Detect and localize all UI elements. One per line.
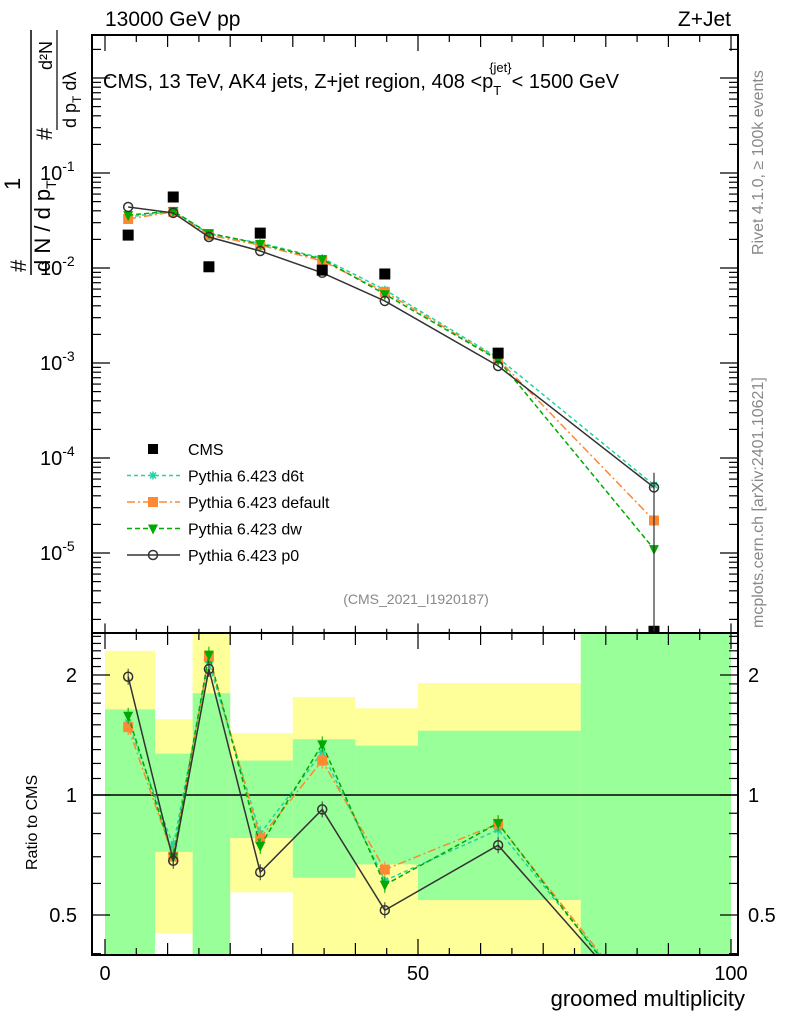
header-left: 13000 GeV pp: [105, 8, 240, 31]
green-band: [230, 760, 293, 839]
y-label-den: d N / d pT: [30, 180, 59, 272]
green-band: [580, 633, 731, 955]
ratio-point: [650, 1018, 658, 1024]
y-label-one: 1: [0, 178, 25, 190]
green-band: [155, 753, 193, 852]
ratio-point: [317, 755, 328, 766]
main-plot-marks: [122, 191, 660, 633]
ratio-y-tick-label-right: 1: [748, 785, 759, 807]
ratio-y-tick-label-right: 2: [748, 665, 759, 687]
ratio-point: [255, 841, 266, 852]
data-point: [167, 191, 179, 203]
data-point: [379, 290, 390, 301]
watermark: (CMS_2021_I1920187): [343, 591, 489, 607]
ratio-point: [169, 841, 178, 850]
data-point: [167, 207, 179, 219]
ratio-point: [379, 864, 390, 875]
data-point: [316, 264, 328, 276]
ratio-point: [649, 1017, 659, 1024]
data-point: [255, 239, 266, 250]
y-tick-label: 10-3: [40, 348, 75, 375]
ratio-point: [203, 650, 214, 661]
x-tick-label: 100: [714, 963, 747, 985]
plot-title: CMS, 13 TeV, AK4 jets, Z+jet region, 408…: [103, 60, 620, 98]
y-tick-label: 10-2: [40, 253, 75, 280]
ratio-point: [123, 722, 134, 733]
data-point: [379, 295, 391, 307]
legend-marker: [148, 524, 158, 535]
series-line-3: [128, 210, 655, 550]
data-point: [122, 229, 134, 241]
data-point: [203, 261, 215, 273]
legend-label: Pythia 6.423 p0: [188, 548, 299, 565]
data-point: [317, 255, 328, 266]
series-line-2: [128, 211, 655, 521]
data-point: [379, 268, 391, 280]
data-point: [123, 211, 134, 222]
y-tick-label: 10-4: [40, 443, 75, 470]
data-point: [492, 360, 504, 372]
legend: CMS Pythia 6.423 d6t Pythia 6.423 default P…: [127, 442, 330, 565]
ratio-point: [122, 671, 134, 682]
axes: 0 50 100 10-1 10-2 10-3 10-4 10-5 2 2 1 1 0.5 0.5: [40, 34, 776, 985]
ratio-point: [167, 855, 179, 867]
ratio-point: [379, 880, 390, 891]
ratio-y-tick-label-right: 0.5: [748, 905, 776, 927]
data-point: [203, 231, 215, 243]
mcplots-label: mcplots.cern.ch [arXiv:2401.10621]: [750, 377, 767, 628]
ratio-point: [316, 804, 328, 815]
ratio-line-2: [127, 654, 600, 955]
ratio-plot-marks: [122, 646, 659, 1024]
ratio-line-0: [127, 662, 601, 955]
ratio-y-label: Ratio to CMS: [24, 775, 41, 870]
ratio-line-1: [127, 656, 603, 955]
rivet-label: Rivet 4.1.0, ≥ 100k events: [750, 70, 767, 255]
legend-marker: [149, 471, 157, 480]
x-tick-label: 50: [407, 963, 429, 985]
y-label-hash2: #: [32, 127, 57, 140]
series-line-4: [128, 206, 655, 489]
legend-marker: [148, 444, 158, 454]
ratio-y-tick-label: 0.5: [49, 905, 77, 927]
ratio-point: [650, 1017, 659, 1024]
y-label-hash: #: [6, 259, 31, 272]
green-band: [355, 745, 418, 865]
ratio-point: [254, 867, 266, 878]
data-point: [492, 347, 504, 359]
y-label-num: d²N: [36, 41, 56, 70]
ratio-line-3: [127, 668, 597, 955]
legend-label: Pythia 6.423 d6t: [188, 469, 304, 486]
x-tick-label: 0: [99, 963, 110, 985]
ratio-frame: [91, 632, 739, 956]
legend-label: Pythia 6.423 default: [188, 495, 330, 512]
data-point: [122, 201, 134, 213]
y-tick-label: 10-1: [40, 158, 75, 185]
legend-marker: [147, 549, 159, 561]
header-right: Z+Jet: [678, 8, 731, 31]
ratio-y-tick-label: 2: [66, 665, 77, 687]
legend-label: Pythia 6.423 dw: [188, 522, 302, 539]
ratio-point: [493, 819, 504, 830]
data-point: [254, 227, 266, 239]
ratio-point: [123, 711, 134, 722]
ratio-y-tick-label: 1: [66, 785, 77, 807]
ratio-point: [379, 904, 391, 916]
y-tick-label: 10-5: [40, 538, 75, 565]
green-band: [418, 730, 581, 901]
ratio-point: [203, 663, 215, 675]
legend-marker: [148, 497, 158, 507]
data-point: [254, 245, 266, 257]
main-frame: [91, 34, 739, 634]
data-point: [203, 229, 214, 240]
y-axis-label: # 1 d N / d pT # d²N d pT dλ: [0, 30, 84, 275]
y-label-num2: d pT dλ: [60, 72, 84, 128]
ratio-point: [492, 840, 504, 851]
legend-label: CMS: [188, 442, 224, 459]
ratio-point: [317, 740, 328, 751]
ratio-bands: [92, 633, 738, 955]
green-band: [192, 693, 231, 955]
x-axis-label: groomed multiplicity: [551, 986, 745, 1011]
